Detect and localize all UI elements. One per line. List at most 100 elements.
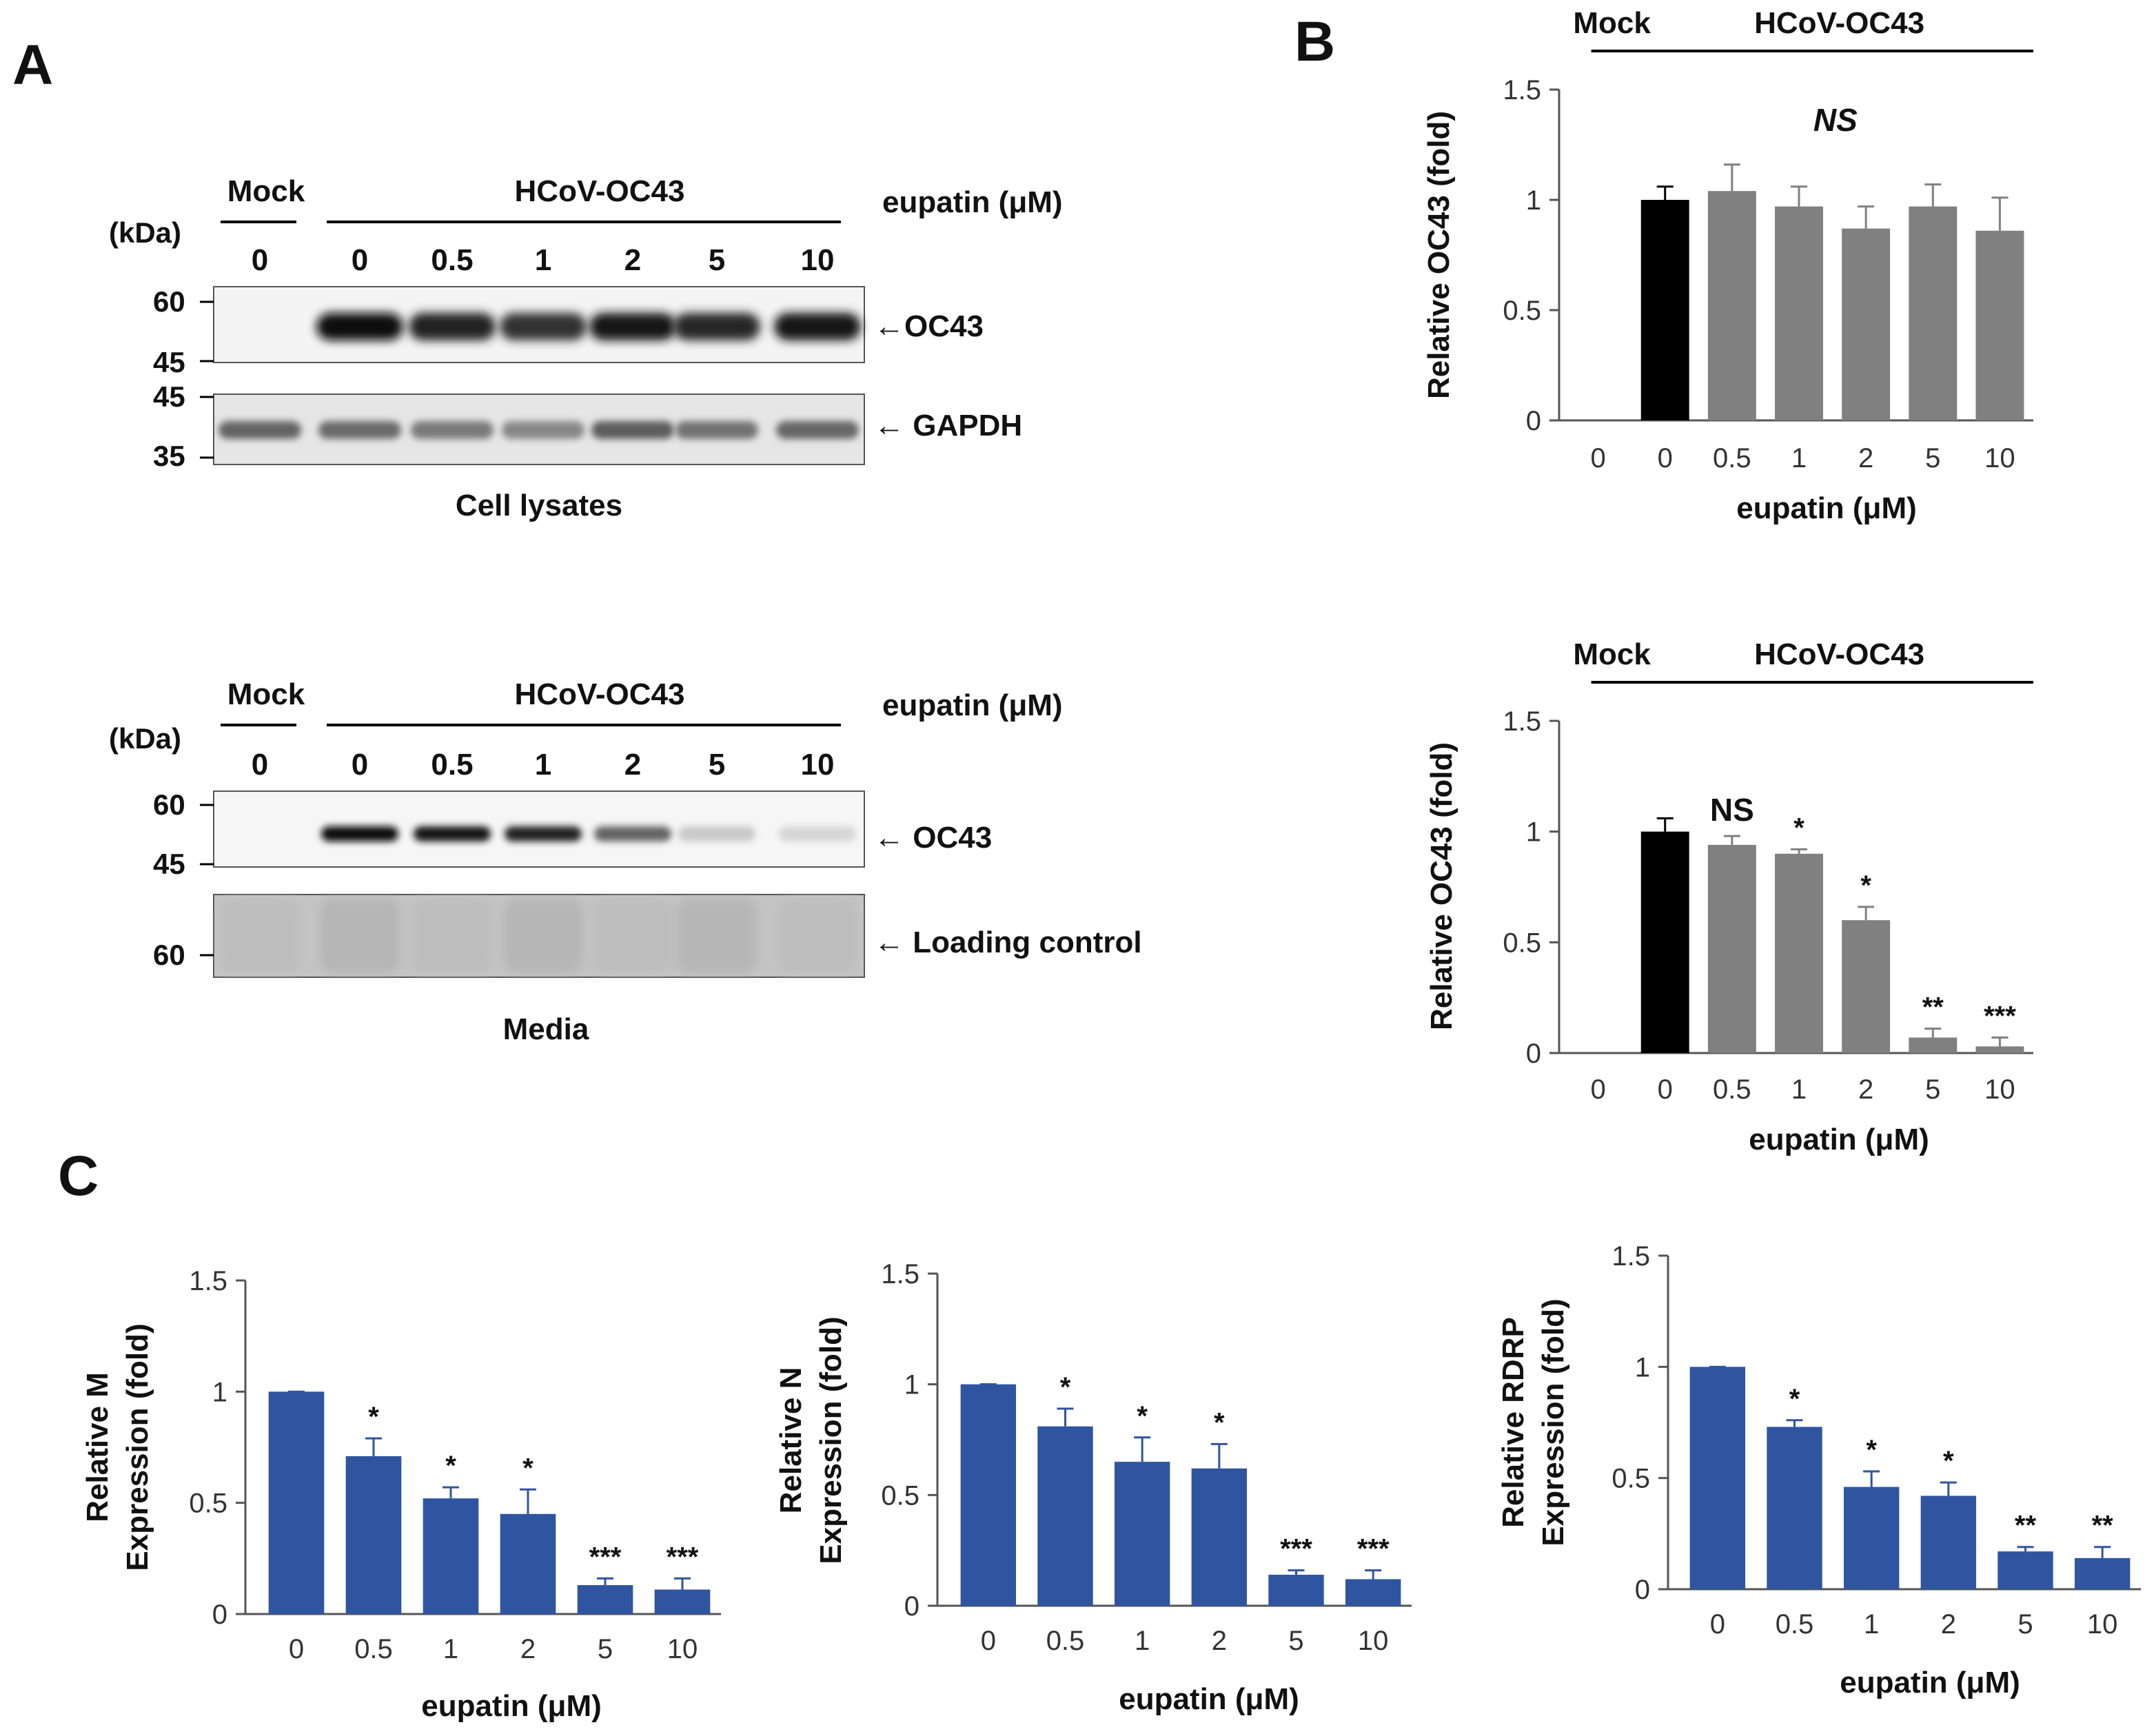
- blot1-oc43-bands: [316, 313, 861, 340]
- chart-c-relative-rdrp: 0 0.5 1 1.5 0 * 0.5 * 1 * 2 ** 5 ** 10 eupatin (μM) Rela…: [1496, 1241, 2141, 1699]
- x-tick-label: 2: [1212, 1626, 1227, 1656]
- bar: [1909, 206, 1958, 420]
- significance-label: *: [1060, 1372, 1071, 1402]
- blot-band: [321, 826, 398, 841]
- bar: [2074, 1558, 2131, 1589]
- blot-band: [589, 313, 676, 340]
- bar: [423, 1498, 479, 1614]
- blot-band: [779, 826, 856, 841]
- group-label-mock: Mock: [1573, 637, 1651, 671]
- blot-band: [776, 421, 859, 439]
- bar: [500, 1513, 556, 1614]
- significance-label: *: [1860, 870, 1871, 901]
- x-tick-label: 0: [981, 1626, 996, 1656]
- significance-label: ***: [1984, 1001, 2016, 1032]
- y-tick-label: 0.5: [1503, 296, 1541, 326]
- group-significance-note: NS: [1813, 102, 1858, 138]
- blot1-lane: 10: [801, 243, 835, 277]
- y-axis-label: Relative N: [774, 1367, 808, 1514]
- blot2-marker-60b: 60: [153, 939, 185, 971]
- bar: [1268, 1575, 1324, 1606]
- significance-label: *: [1789, 1384, 1800, 1414]
- y-axis-label: Relative OC43 (fold): [1425, 742, 1458, 1030]
- bar: [1767, 1427, 1822, 1589]
- significance-label: *: [445, 1451, 456, 1481]
- blot-band: [673, 313, 760, 340]
- x-tick-label: 0: [1590, 1074, 1605, 1105]
- x-tick-label: 0: [1590, 443, 1605, 473]
- significance-label: NS: [1710, 792, 1754, 828]
- blot-band: [594, 826, 671, 841]
- chart-b-top-oc43-lysate: 0 0.5 1 1.5 0 0 0.5 1 2 5 10 eupatin (μM) Relative O…: [1422, 6, 2033, 525]
- blot2-marker-60: 60: [153, 788, 185, 821]
- blot-band: [591, 421, 674, 439]
- x-tick-label: 0.5: [1713, 443, 1751, 473]
- bar: [1909, 1037, 1958, 1053]
- loading-control-lane: [412, 899, 492, 973]
- blot1-caption: Cell lysates: [456, 489, 622, 522]
- bar: [960, 1384, 1017, 1606]
- significance-label: *: [368, 1402, 379, 1432]
- panel-label-a: A: [12, 34, 53, 96]
- significance-label: ***: [589, 1542, 622, 1572]
- x-tick-label: 2: [1941, 1609, 1956, 1640]
- y-axis-label-line2: Expression (fold): [1536, 1298, 1570, 1546]
- x-axis-label: eupatin (μM): [1840, 1666, 2020, 1699]
- bar: [1037, 1426, 1093, 1606]
- significance-label: *: [1214, 1407, 1225, 1438]
- western-blot-cell-lysates: Mock HCoV-OC43 eupatin (μM) (kDa) 0 0 0.…: [109, 174, 1063, 522]
- x-tick-label: 0: [1658, 1074, 1673, 1105]
- x-tick-label: 5: [1288, 1626, 1303, 1656]
- blot2-marker-45: 45: [153, 848, 185, 880]
- bar: [1975, 230, 2024, 420]
- blot2-loading-control-lanes: [220, 899, 857, 973]
- blot-band: [675, 421, 758, 439]
- x-tick-label: 5: [2017, 1609, 2033, 1640]
- x-tick-label: 10: [1984, 443, 2015, 473]
- y-tick-label: 0.5: [881, 1480, 919, 1511]
- blot1-treatment-label: eupatin (μM): [882, 185, 1063, 219]
- y-axis-label: Relative RDRP: [1496, 1317, 1530, 1528]
- loading-control-lane: [777, 899, 857, 973]
- bar: [654, 1589, 711, 1614]
- group-label-mock: Mock: [1573, 6, 1651, 40]
- blot2-kda-label: (kDa): [109, 722, 181, 755]
- loading-control-lane: [220, 899, 300, 973]
- chart-c-relative-m: 0 0.5 1 1.5 0 * 0.5 * 1 * 2 *** 5 *** 10 eupatin (μM) Re…: [81, 1266, 721, 1723]
- significance-label: *: [1943, 1446, 1954, 1476]
- y-tick-label: 0: [1526, 1039, 1541, 1069]
- y-tick-label: 1: [1526, 817, 1541, 848]
- bar: [1775, 853, 1823, 1053]
- bar: [268, 1391, 325, 1614]
- significance-label: *: [522, 1453, 533, 1483]
- blot2-treatment-label: eupatin (μM): [882, 688, 1063, 722]
- blot1-marker-60: 60: [153, 285, 185, 318]
- chart-b-bottom-oc43-media: 0 0.5 1 1.5 0 0 NS 0.5 * 1 * 2 ** 5 *** 10 eupatin (μM) R…: [1425, 637, 2033, 1156]
- blot2-caption: Media: [503, 1012, 589, 1046]
- blot1-marker-45: 45: [153, 346, 185, 378]
- x-axis-label: eupatin (μM): [421, 1689, 602, 1723]
- y-tick-label: 1.5: [189, 1266, 227, 1296]
- x-tick-label: 0.5: [1046, 1626, 1085, 1656]
- significance-label: *: [1137, 1401, 1148, 1431]
- x-tick-label: 0: [289, 1634, 304, 1664]
- blot2-lane: 0: [352, 748, 368, 782]
- blot1-lane: 0: [352, 243, 368, 277]
- blot1-gapdh-bands: [218, 421, 859, 439]
- blot2-virus-label: HCoV-OC43: [515, 677, 685, 711]
- bar: [1920, 1495, 1977, 1589]
- blot-band: [500, 313, 587, 340]
- bar: [1975, 1046, 2024, 1053]
- bar: [1775, 206, 1823, 420]
- bar: [1842, 228, 1891, 420]
- blot-band: [409, 313, 496, 340]
- blot1-lane-labels: 0 0 0.5 1 2 5 10: [252, 243, 835, 277]
- y-tick-label: 0.5: [1612, 1464, 1650, 1494]
- loading-control-lane: [503, 899, 583, 973]
- blot1-lane: 2: [624, 243, 641, 277]
- x-tick-label: 2: [1858, 1074, 1873, 1105]
- x-tick-label: 0: [1658, 443, 1673, 473]
- y-tick-label: 0.5: [1503, 928, 1541, 958]
- blot2-lane: 0.5: [431, 748, 473, 782]
- x-tick-label: 5: [1925, 443, 1940, 473]
